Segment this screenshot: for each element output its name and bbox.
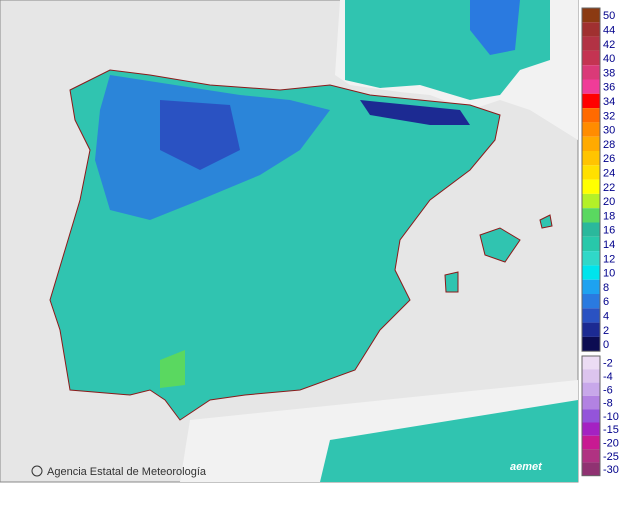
legend-swatch [582,308,600,323]
legend-label: 8 [603,282,609,294]
legend-label: -15 [603,424,619,436]
legend-swatch [582,322,600,337]
legend-label: 22 [603,182,615,194]
legend-label: -10 [603,411,619,423]
copyright-icon [31,465,43,477]
legend-swatch [582,108,600,123]
legend: 5044424038363432302826242220181614121086… [581,7,619,477]
logo: aemet [510,461,543,473]
legend-swatch [582,336,600,352]
legend-swatch [582,395,600,410]
legend-swatch [582,265,600,280]
legend-label: 14 [603,239,615,251]
legend-swatch [582,179,600,194]
legend-label: 10 [603,268,615,280]
legend-swatch [582,294,600,309]
legend-label: -4 [603,371,613,383]
legend-label: -25 [603,451,619,463]
legend-swatch [582,369,600,383]
legend-label: 2 [603,325,609,337]
legend-swatch [582,236,600,252]
credit: Agencia Estatal de Meteorología [47,466,207,478]
legend-swatch [582,50,600,66]
legend-label: -6 [603,384,613,396]
warm-area [160,350,185,388]
legend-swatch [582,8,600,23]
alps [470,0,520,55]
legend-label: -20 [603,437,619,449]
legend-swatch [582,279,600,294]
legend-label: 30 [603,125,615,137]
legend-label: -2 [603,358,613,370]
cold-core [160,100,240,170]
legend-label: 40 [603,53,615,65]
legend-frame [581,355,601,477]
legend-label: 32 [603,110,615,122]
legend-label: 6 [603,296,609,308]
legend-label: 50 [603,10,615,22]
legend-label: 36 [603,82,615,94]
legend-swatch [582,251,600,266]
legend-swatch [582,165,600,180]
legend-label: 18 [603,210,615,222]
legend-swatch [582,382,600,396]
legend-swatch [582,193,600,209]
legend-swatch [582,356,600,370]
legend-swatch [582,435,600,450]
legend-label: -30 [603,464,619,476]
legend-label: 38 [603,67,615,79]
legend-swatch [582,449,600,463]
legend-label: 28 [603,139,615,151]
legend-label: 0 [603,339,609,351]
legend-swatch [582,22,600,37]
legend-swatch [582,122,600,137]
legend-swatch [582,462,600,476]
menorca [539,214,553,229]
legend-label: 20 [603,196,615,208]
legend-swatch [582,208,600,223]
legend-label: 24 [603,167,615,179]
legend-label: 34 [603,96,615,108]
legend-swatch [582,422,600,436]
legend-frame [581,7,601,352]
mallorca [479,227,521,263]
ibiza [444,271,459,293]
legend-label: 12 [603,253,615,265]
legend-label: 26 [603,153,615,165]
legend-swatch [582,36,600,51]
legend-swatch [582,409,600,423]
legend-swatch [582,222,600,237]
legend-swatch [582,93,600,109]
legend-swatch [582,65,600,80]
legend-label: 42 [603,39,615,51]
legend-label: -8 [603,398,613,410]
legend-swatch [582,79,600,94]
pyrenees [360,100,470,125]
legend-swatch [582,136,600,151]
legend-swatch [582,151,600,166]
legend-label: 44 [603,24,615,36]
legend-label: 16 [603,225,615,237]
legend-label: 4 [603,310,609,322]
africa-north [320,400,578,482]
